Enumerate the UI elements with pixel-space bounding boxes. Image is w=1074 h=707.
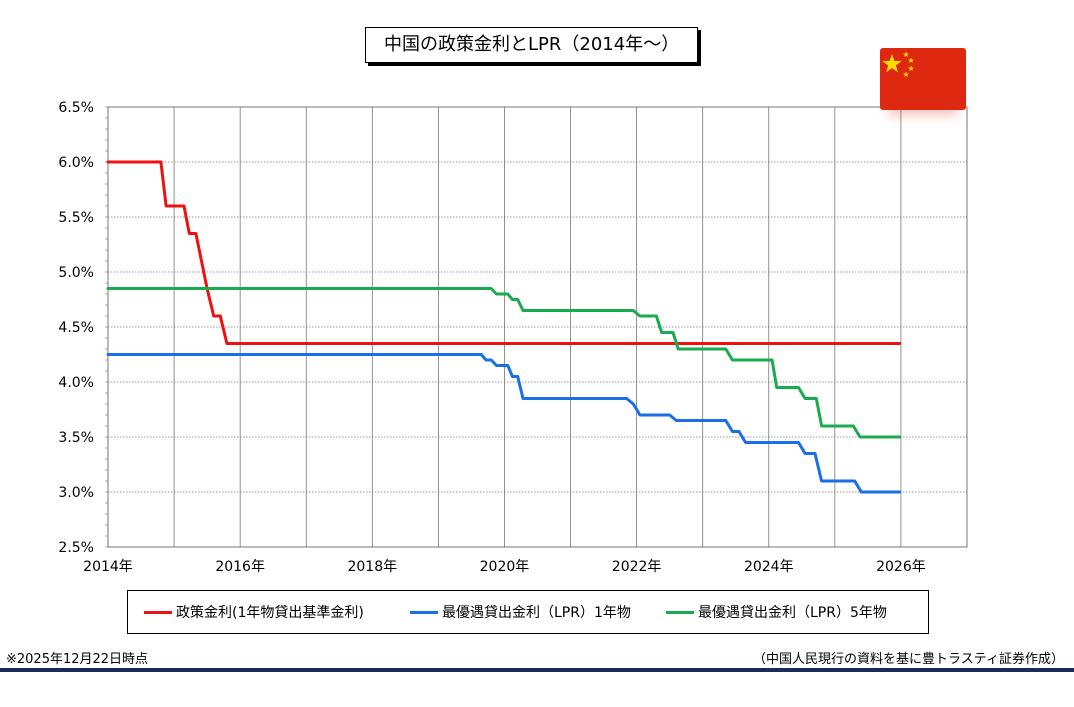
- legend-label: 最優遇貸出金利（LPR）1年物: [442, 605, 631, 621]
- series-line-1: [106, 353, 902, 494]
- x-tick-label: 2024年: [744, 559, 794, 575]
- legend-swatch-blue: [410, 610, 438, 614]
- flag-small-star: [903, 71, 909, 77]
- x-tick-label: 2014年: [83, 559, 133, 575]
- legend-entry-policy-rate: 政策金利(1年物貸出基準金利): [144, 591, 364, 633]
- flag-small-star: [903, 51, 909, 57]
- bottom-divider: [0, 668, 1074, 672]
- as-of-date-note: ※2025年12月22日時点: [6, 652, 149, 667]
- legend-entry-lpr-5y: 最優遇貸出金利（LPR）5年物: [666, 591, 887, 633]
- source-note: （中国人民現行の資料を基に豊トラスティ証券作成）: [753, 652, 1064, 667]
- y-tick-label: 5.0%: [58, 265, 94, 281]
- x-tick-label: 2026年: [876, 559, 926, 575]
- chart-title: 中国の政策金利とLPR（2014年～）: [365, 27, 699, 63]
- y-tick-label: 3.5%: [58, 430, 94, 446]
- y-tick-label: 6.0%: [58, 155, 94, 171]
- legend-swatch-green: [666, 610, 694, 614]
- legend-label: 政策金利(1年物貸出基準金利): [176, 605, 364, 621]
- legend-entry-lpr-1y: 最優遇貸出金利（LPR）1年物: [410, 591, 631, 633]
- x-tick-label: 2016年: [215, 559, 265, 575]
- y-tick-label: 4.0%: [58, 375, 94, 391]
- series-line-0: [106, 160, 902, 345]
- series-lines: [106, 160, 902, 494]
- chart-legend: 政策金利(1年物貸出基準金利) 最優遇貸出金利（LPR）1年物 最優遇貸出金利（…: [127, 590, 929, 634]
- x-tick-label: 2018年: [347, 559, 397, 575]
- legend-label: 最優遇貸出金利（LPR）5年物: [698, 605, 887, 621]
- china-flag-icon: [880, 48, 966, 110]
- y-tick-label: 2.5%: [58, 540, 94, 556]
- flag-small-star: [908, 57, 914, 63]
- axes: 2.5% 3.0% 3.5% 4.0% 4.5% 5.0% 5.5% 6.0% 6.5% 2014…: [58, 100, 925, 575]
- y-tick-label: 4.5%: [58, 320, 94, 336]
- gridlines: [108, 107, 967, 547]
- y-tick-label: 5.5%: [58, 210, 94, 226]
- flag-large-star: [882, 54, 902, 73]
- y-tick-label: 6.5%: [58, 100, 94, 116]
- flag-small-star: [908, 65, 914, 71]
- x-tick-label: 2020年: [480, 559, 530, 575]
- series-line-2: [106, 287, 902, 439]
- legend-swatch-red: [144, 610, 172, 614]
- y-tick-label: 3.0%: [58, 485, 94, 501]
- x-tick-label: 2022年: [612, 559, 662, 575]
